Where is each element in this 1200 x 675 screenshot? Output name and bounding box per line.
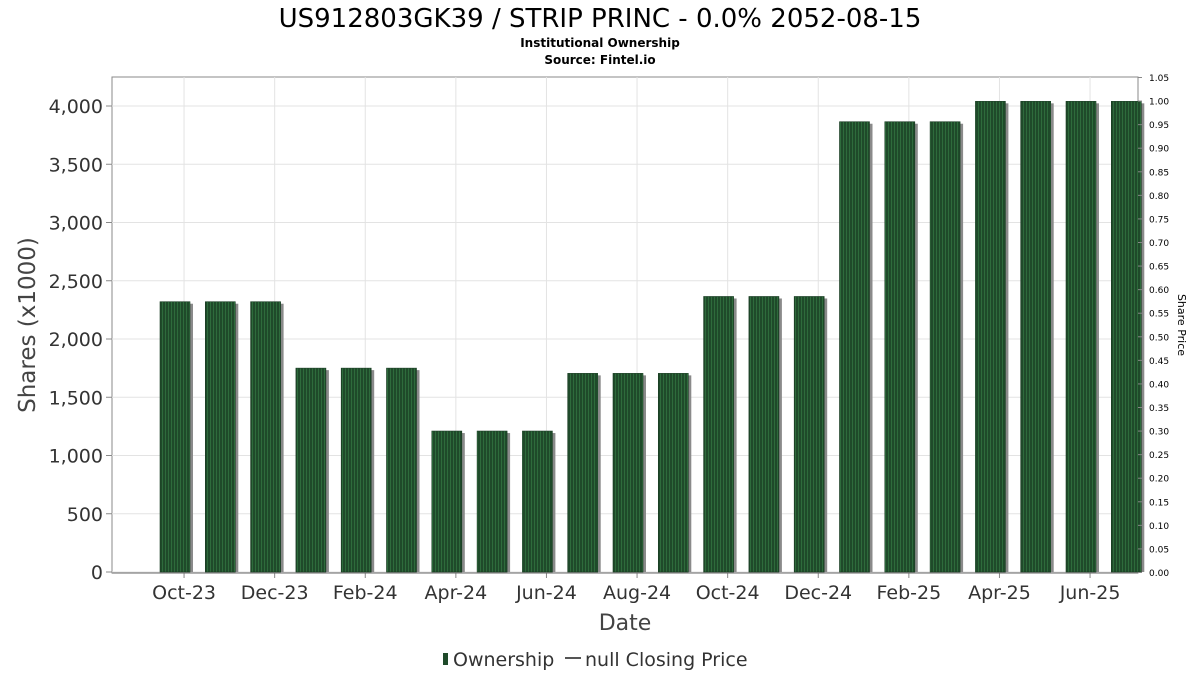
y-tick-label: 4,000 [49,96,103,118]
y2-tick-label: 0.45 [1149,357,1169,367]
ownership-bar [929,121,961,573]
ownership-bar [612,373,644,573]
y2-tick-label: 0.85 [1149,168,1169,178]
legend: Ownership null Closing Price [443,649,748,671]
y2-tick-label: 0.90 [1149,145,1169,155]
y2-tick-label: 0.75 [1149,215,1169,225]
y2-tick-label: 0.20 [1149,475,1169,485]
y-tick-label: 2,000 [49,329,103,351]
x-tick-label: Feb-24 [333,582,398,604]
right-y-axis: 0.00 0.05 0.10 0.15 0.20 0.25 0.30 0.35 0.40 0.45… [1138,74,1169,579]
y-tick-label: 1,000 [49,446,103,468]
y2-tick-label: 0.80 [1149,192,1169,202]
ownership-bar [522,430,553,573]
x-tick-label: Oct-23 [152,582,216,604]
ownership-bars [159,101,1145,573]
y2-tick-label: 0.35 [1149,404,1169,414]
ownership-bar [703,296,734,573]
legend-ownership-label: Ownership [453,649,554,671]
ownership-bar [1111,101,1142,573]
ownership-bar [386,367,417,573]
x-tick-label: Apr-25 [968,582,1031,604]
chart-subtitle-line-1: Institutional Ownership [520,36,680,50]
x-axis-label: Date [599,611,652,636]
ownership-bar [431,430,463,573]
y2-tick-label: 0.25 [1149,451,1169,461]
ownership-bar [250,301,281,573]
x-tick-label: Jun-25 [1059,582,1121,604]
ownership-bar [567,373,599,573]
ownership-bar [476,430,508,573]
ownership-bar [793,296,825,573]
x-tick-label: Dec-24 [784,582,852,604]
y2-tick-label: 0.65 [1149,263,1169,273]
y2-tick-label: 0.00 [1149,569,1169,579]
y-tick-label: 500 [67,504,103,526]
chart-title: US912803GK39 / STRIP PRINC - 0.0% 2052-0… [279,4,922,34]
ownership-bar [205,301,236,573]
ownership-bar [340,367,372,573]
left-y-axis: 0 500 1,000 1,500 2,000 2,500 3,000 3,500 4,000 [49,96,112,584]
y2-tick-label: 0.60 [1149,286,1169,296]
x-tick-label: Apr-24 [425,582,488,604]
x-tick-label: Dec-23 [241,582,309,604]
y-axis-label: Shares (x1000) [15,237,41,413]
ownership-bar [839,121,870,573]
y2-tick-label: 0.15 [1149,498,1169,508]
y2-tick-label: 0.70 [1149,239,1169,249]
x-tick-label: Jun-24 [515,582,577,604]
y2-tick-label: 0.30 [1149,428,1169,438]
ownership-bar [884,121,916,573]
y-tick-label: 3,500 [49,154,103,176]
y-tick-label: 3,000 [49,213,103,235]
y2-tick-label: 0.55 [1149,310,1169,320]
y-tick-label: 0 [91,562,103,584]
y2-tick-label: 0.50 [1149,333,1169,343]
x-tick-label: Feb-25 [877,582,942,604]
y2-tick-label: 0.40 [1149,380,1169,390]
x-tick-label: Aug-24 [603,582,671,604]
legend-ownership-marker [443,653,448,665]
x-axis: Oct-23 Dec-23 Feb-24 Apr-24 Jun-24 Aug-24 Oct-… [112,572,1138,604]
ownership-bar [975,101,1006,573]
y2-tick-label: 0.10 [1149,522,1169,532]
ownership-bar [657,373,689,573]
y-tick-label: 2,500 [49,271,103,293]
y-tick-label: 1,500 [49,387,103,409]
chart-subtitle-line-2: Source: Fintel.io [544,53,655,67]
y2-tick-label: 1.00 [1149,98,1169,108]
legend-closing-price-label: null Closing Price [585,649,748,671]
x-tick-label: Oct-24 [696,582,760,604]
ownership-bar [1065,101,1097,573]
ownership-bar [295,367,327,573]
ownership-bar [748,296,780,573]
ownership-bar [159,301,191,573]
y2-tick-label: 0.05 [1149,545,1169,555]
ownership-bar [1020,101,1052,573]
y2-tick-label: 1.05 [1149,74,1169,84]
y2-axis-label: Share Price [1175,294,1188,356]
y2-tick-label: 0.95 [1149,121,1169,131]
